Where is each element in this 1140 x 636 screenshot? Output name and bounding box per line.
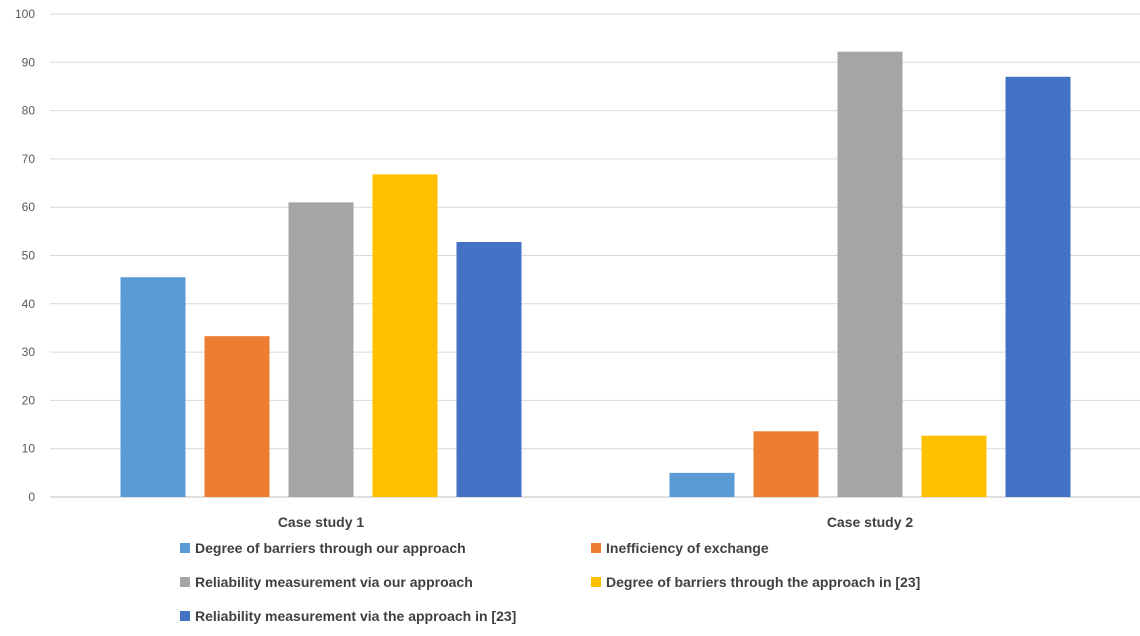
x-category-label: Case study 1 [278, 514, 365, 530]
y-tick-label: 70 [22, 152, 36, 166]
y-tick-label: 50 [22, 249, 36, 263]
bar [120, 277, 186, 497]
bar [1005, 76, 1071, 497]
bar [669, 472, 735, 497]
legend-swatch [591, 543, 601, 553]
y-tick-label: 10 [22, 442, 36, 456]
y-tick-label: 90 [22, 55, 36, 69]
y-tick-label: 0 [28, 490, 35, 504]
legend-label: Reliability measurement via our approach [195, 574, 473, 590]
bar [204, 336, 270, 497]
y-tick-label: 80 [22, 104, 36, 118]
bar [753, 431, 819, 497]
bar [372, 174, 438, 497]
bar [837, 51, 903, 497]
legend-item: Reliability measurement via the approach… [180, 608, 516, 624]
legend-item: Degree of barriers through the approach … [591, 574, 920, 590]
y-tick-label: 40 [22, 297, 36, 311]
y-tick-label: 100 [15, 7, 35, 21]
legend-label: Inefficiency of exchange [606, 540, 769, 556]
bar [288, 202, 354, 497]
bar [456, 241, 522, 497]
x-category-label: Case study 2 [827, 514, 914, 530]
bar [921, 435, 987, 497]
legend-item: Inefficiency of exchange [591, 540, 769, 556]
legend-label: Reliability measurement via the approach… [195, 608, 516, 624]
legend-swatch [180, 611, 190, 621]
legend-item: Reliability measurement via our approach [180, 574, 473, 590]
bars [120, 51, 1071, 497]
y-axis-ticks: 0 10 20 30 40 50 60 70 80 90 100 [15, 7, 35, 504]
y-tick-label: 30 [22, 345, 36, 359]
legend-swatch [591, 577, 601, 587]
y-tick-label: 20 [22, 393, 36, 407]
legend: Degree of barriers through our approach I… [180, 540, 920, 624]
legend-label: Degree of barriers through the approach … [606, 574, 920, 590]
x-axis-labels: Case study 1 Case study 2 [278, 514, 914, 530]
legend-swatch [180, 543, 190, 553]
y-tick-label: 60 [22, 200, 36, 214]
legend-label: Degree of barriers through our approach [195, 540, 466, 556]
legend-item: Degree of barriers through our approach [180, 540, 466, 556]
legend-swatch [180, 577, 190, 587]
